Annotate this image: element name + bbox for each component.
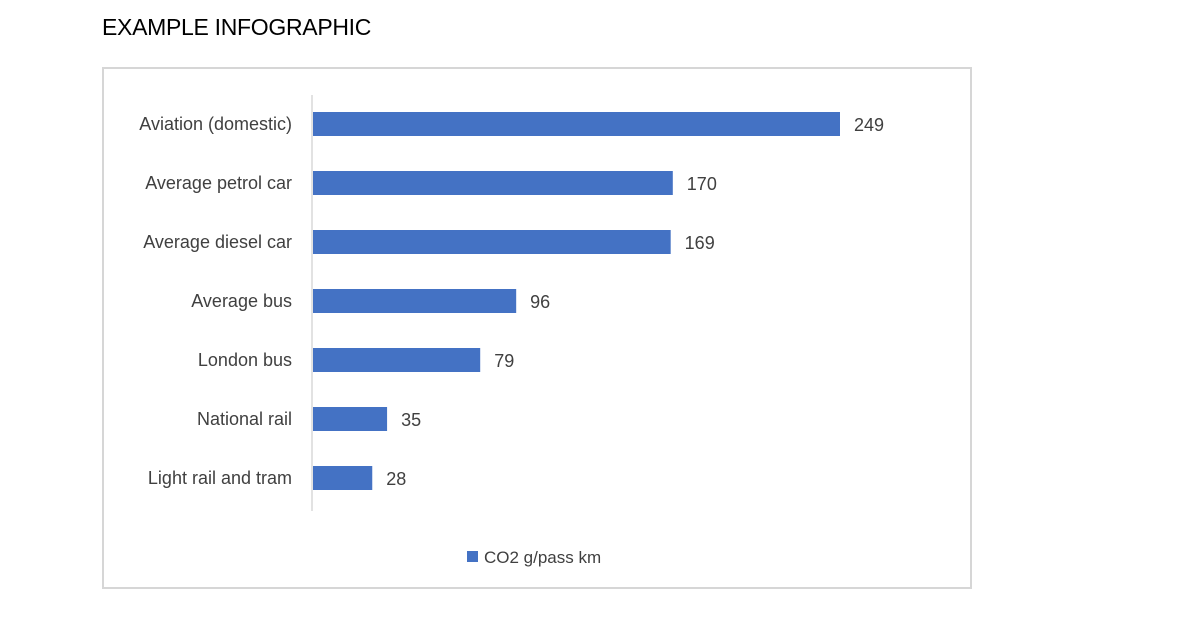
- category-label: National rail: [197, 409, 292, 429]
- bar: [313, 112, 840, 136]
- category-label: Aviation (domestic): [139, 114, 292, 134]
- chart-area: Aviation (domestic) 249 Average petrol car…: [102, 67, 972, 589]
- page-title: EXAMPLE INFOGRAPHIC: [102, 14, 372, 40]
- category-label: Average petrol car: [145, 173, 292, 193]
- legend-swatch: [467, 551, 478, 562]
- bar: [313, 348, 481, 372]
- data-label: 169: [685, 233, 715, 253]
- bar: [313, 171, 673, 195]
- category-label: Average bus: [191, 291, 292, 311]
- labels-layer: Aviation (domestic) 249 Average petrol car…: [139, 114, 884, 489]
- bar: [313, 407, 388, 431]
- data-label: 170: [687, 174, 717, 194]
- bar-chart: Aviation (domestic) 249 Average petrol car…: [139, 95, 884, 567]
- data-label: 28: [386, 469, 406, 489]
- data-label: 249: [854, 115, 884, 135]
- data-label: 96: [530, 292, 550, 312]
- bars-layer: [313, 112, 840, 490]
- bar: [313, 289, 517, 313]
- bar: [313, 230, 671, 254]
- category-label: Light rail and tram: [148, 468, 292, 488]
- data-label: 35: [401, 410, 421, 430]
- data-label: 79: [494, 351, 514, 371]
- legend-label: CO2 g/pass km: [484, 548, 601, 567]
- category-label: Average diesel car: [143, 232, 292, 252]
- category-label: London bus: [198, 350, 292, 370]
- legend: CO2 g/pass km: [467, 548, 601, 567]
- bar: [313, 466, 373, 490]
